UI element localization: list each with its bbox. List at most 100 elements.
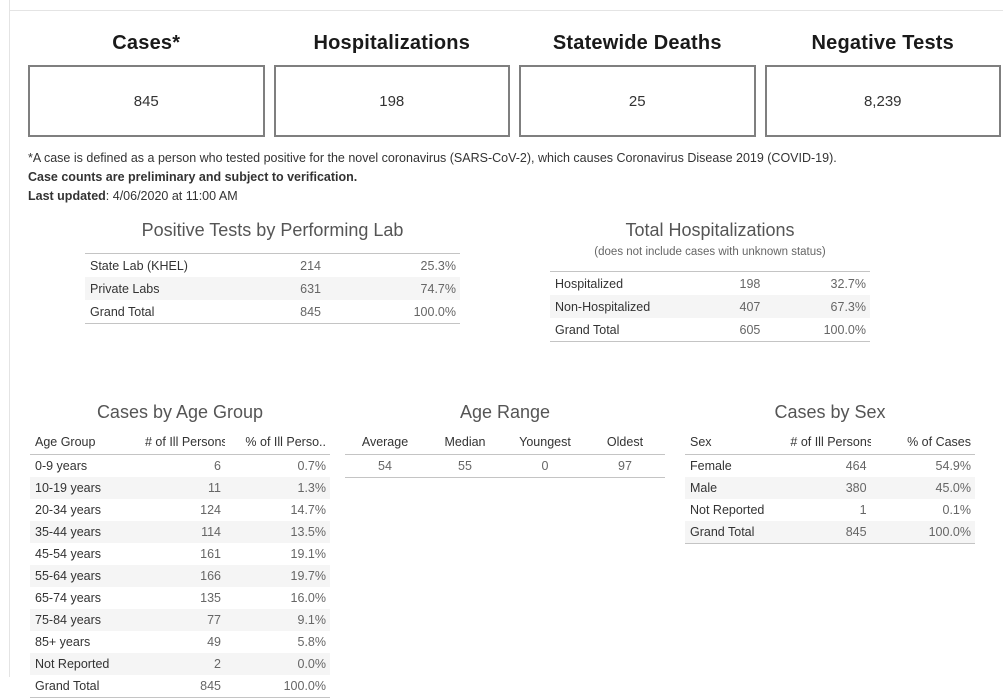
value-cell[interactable]: 5.8% (297, 635, 327, 649)
row-label-cell[interactable]: Not Reported (30, 653, 144, 675)
row-label-cell[interactable]: Non-Hospitalized (550, 295, 678, 318)
value-cell[interactable]: 0.1% (942, 503, 972, 517)
table-row[interactable]: Not Reported 1 0.1% (685, 499, 975, 521)
value-cell[interactable]: 845 (200, 679, 221, 693)
value-cell[interactable]: 19.1% (290, 547, 326, 561)
table-row[interactable]: Female 464 54.9% (685, 455, 975, 478)
table-row[interactable]: 20-34 years 124 14.7% (30, 499, 330, 521)
value-cell[interactable]: 124 (200, 503, 221, 517)
value-cell[interactable]: 67.3% (764, 295, 870, 318)
row-label-cell[interactable]: 55-64 years (30, 565, 144, 587)
column-header[interactable]: # of Ill Persons (144, 430, 225, 455)
value-cell[interactable]: 161 (200, 547, 221, 561)
row-label-cell[interactable]: Grand Total (555, 322, 620, 337)
row-label-cell[interactable]: 75-84 years (30, 609, 144, 631)
value-cell[interactable]: 9.1% (225, 609, 330, 631)
row-label-cell[interactable]: Grand Total (35, 679, 100, 693)
table-row[interactable]: 45-54 years 161 19.1% (30, 543, 330, 565)
table-row[interactable]: 55-64 years 166 19.7% (30, 565, 330, 587)
row-label-cell[interactable]: 0-9 years (35, 459, 88, 473)
row-label-cell[interactable]: 20-34 years (35, 503, 102, 517)
table-row[interactable]: Not Reported 2 0.0% (30, 653, 330, 675)
value-cell[interactable]: 380 (789, 477, 871, 499)
value-cell[interactable]: 14.7% (290, 503, 326, 517)
column-header[interactable]: Sex (685, 430, 790, 455)
table-row[interactable]: 10-19 years 11 1.3% (30, 477, 330, 499)
column-header[interactable]: Oldest (585, 430, 665, 455)
kpi-value-box-negative-tests[interactable]: 8,239 (764, 65, 1001, 137)
value-cell[interactable]: 1.3% (225, 477, 330, 499)
value-cell[interactable]: 77 (144, 609, 225, 631)
value-cell[interactable]: 114 (144, 521, 225, 543)
row-label-cell[interactable]: Grand Total (90, 304, 155, 319)
table-row[interactable]: Private Labs 631 74.7% (85, 277, 460, 300)
row-label-cell[interactable]: 85+ years (35, 635, 91, 649)
kpi-value-box-hospitalizations[interactable]: 198 (273, 65, 510, 137)
table-row[interactable]: 65-74 years 135 16.0% (30, 587, 330, 609)
value-cell[interactable]: 0.0% (225, 653, 330, 675)
table-row[interactable]: Grand Total 605 100.0% (550, 318, 870, 342)
value-cell[interactable]: 97 (618, 459, 632, 473)
table-row[interactable]: 75-84 years 77 9.1% (30, 609, 330, 631)
column-header[interactable]: Median (425, 430, 505, 455)
column-header[interactable]: % of Cases (870, 430, 975, 455)
table-row[interactable]: Hospitalized 198 32.7% (550, 272, 870, 296)
table-row[interactable]: Male 380 45.0% (685, 477, 975, 499)
table-row[interactable]: State Lab (KHEL) 214 25.3% (85, 254, 460, 278)
row-label-cell[interactable]: Male (685, 477, 790, 499)
value-cell[interactable]: 25.3% (420, 258, 456, 273)
column-header[interactable]: Youngest (505, 430, 585, 455)
value-cell[interactable]: 605 (739, 322, 761, 337)
column-header[interactable]: % of Ill Perso.. (225, 430, 330, 455)
row-label-cell[interactable]: Not Reported (690, 503, 765, 517)
row-label-cell[interactable]: Female (690, 459, 732, 473)
table-row[interactable]: 54 55 0 97 (345, 455, 665, 478)
value-cell[interactable]: 49 (207, 635, 221, 649)
value-cell[interactable]: 19.7% (225, 565, 330, 587)
column-header[interactable]: # of Ill Persons (789, 430, 871, 455)
value-cell[interactable]: 54.9% (935, 459, 971, 473)
value-cell[interactable]: 16.0% (290, 591, 326, 605)
row-label-cell[interactable]: State Lab (KHEL) (90, 258, 188, 273)
value-cell[interactable]: 198 (739, 276, 761, 291)
value-cell[interactable]: 845 (300, 304, 321, 319)
value-cell[interactable]: 100.0% (870, 521, 975, 544)
value-cell[interactable]: 407 (678, 295, 765, 318)
table-row[interactable]: Grand Total 845 100.0% (30, 675, 330, 698)
table-row[interactable]: Grand Total 845 100.0% (85, 300, 460, 324)
value-cell[interactable]: 1 (859, 503, 867, 517)
column-header[interactable]: Average (345, 430, 425, 455)
row-label-cell[interactable]: 45-54 years (35, 547, 102, 561)
table-row[interactable]: Grand Total 845 100.0% (685, 521, 975, 544)
table-row[interactable]: 35-44 years 114 13.5% (30, 521, 330, 543)
row-label-cell[interactable]: 54 (378, 459, 392, 473)
value-cell[interactable]: 6 (214, 459, 221, 473)
table-row[interactable]: Non-Hospitalized 407 67.3% (550, 295, 870, 318)
value-cell[interactable]: 100.0% (283, 679, 326, 693)
value-cell[interactable]: 13.5% (225, 521, 330, 543)
row-label-cell[interactable]: Hospitalized (555, 276, 624, 291)
kpi-value-box-cases[interactable]: 845 (28, 65, 265, 137)
value-cell[interactable]: 845 (789, 521, 871, 544)
value-cell[interactable]: 166 (144, 565, 225, 587)
row-label-cell[interactable]: 65-74 years (35, 591, 102, 605)
value-cell[interactable]: 2 (144, 653, 225, 675)
value-cell[interactable]: 464 (845, 459, 867, 473)
value-cell[interactable]: 32.7% (830, 276, 866, 291)
row-label-cell[interactable]: 10-19 years (30, 477, 144, 499)
value-cell[interactable]: 135 (200, 591, 221, 605)
value-cell[interactable]: 45.0% (870, 477, 975, 499)
value-cell[interactable]: 74.7% (325, 277, 460, 300)
value-cell[interactable]: 0.7% (297, 459, 327, 473)
kpi-value-box-statewide-deaths[interactable]: 25 (519, 65, 756, 137)
value-cell[interactable]: 100.0% (413, 304, 456, 319)
row-label-cell[interactable]: Grand Total (685, 521, 790, 544)
column-header[interactable]: Age Group (30, 430, 144, 455)
value-cell[interactable]: 55 (458, 459, 472, 473)
table-row[interactable]: 85+ years 49 5.8% (30, 631, 330, 653)
value-cell[interactable]: 214 (300, 258, 321, 273)
value-cell[interactable]: 0 (541, 459, 549, 473)
value-cell[interactable]: 11 (144, 477, 225, 499)
value-cell[interactable]: 100.0% (823, 322, 866, 337)
value-cell[interactable]: 631 (242, 277, 325, 300)
